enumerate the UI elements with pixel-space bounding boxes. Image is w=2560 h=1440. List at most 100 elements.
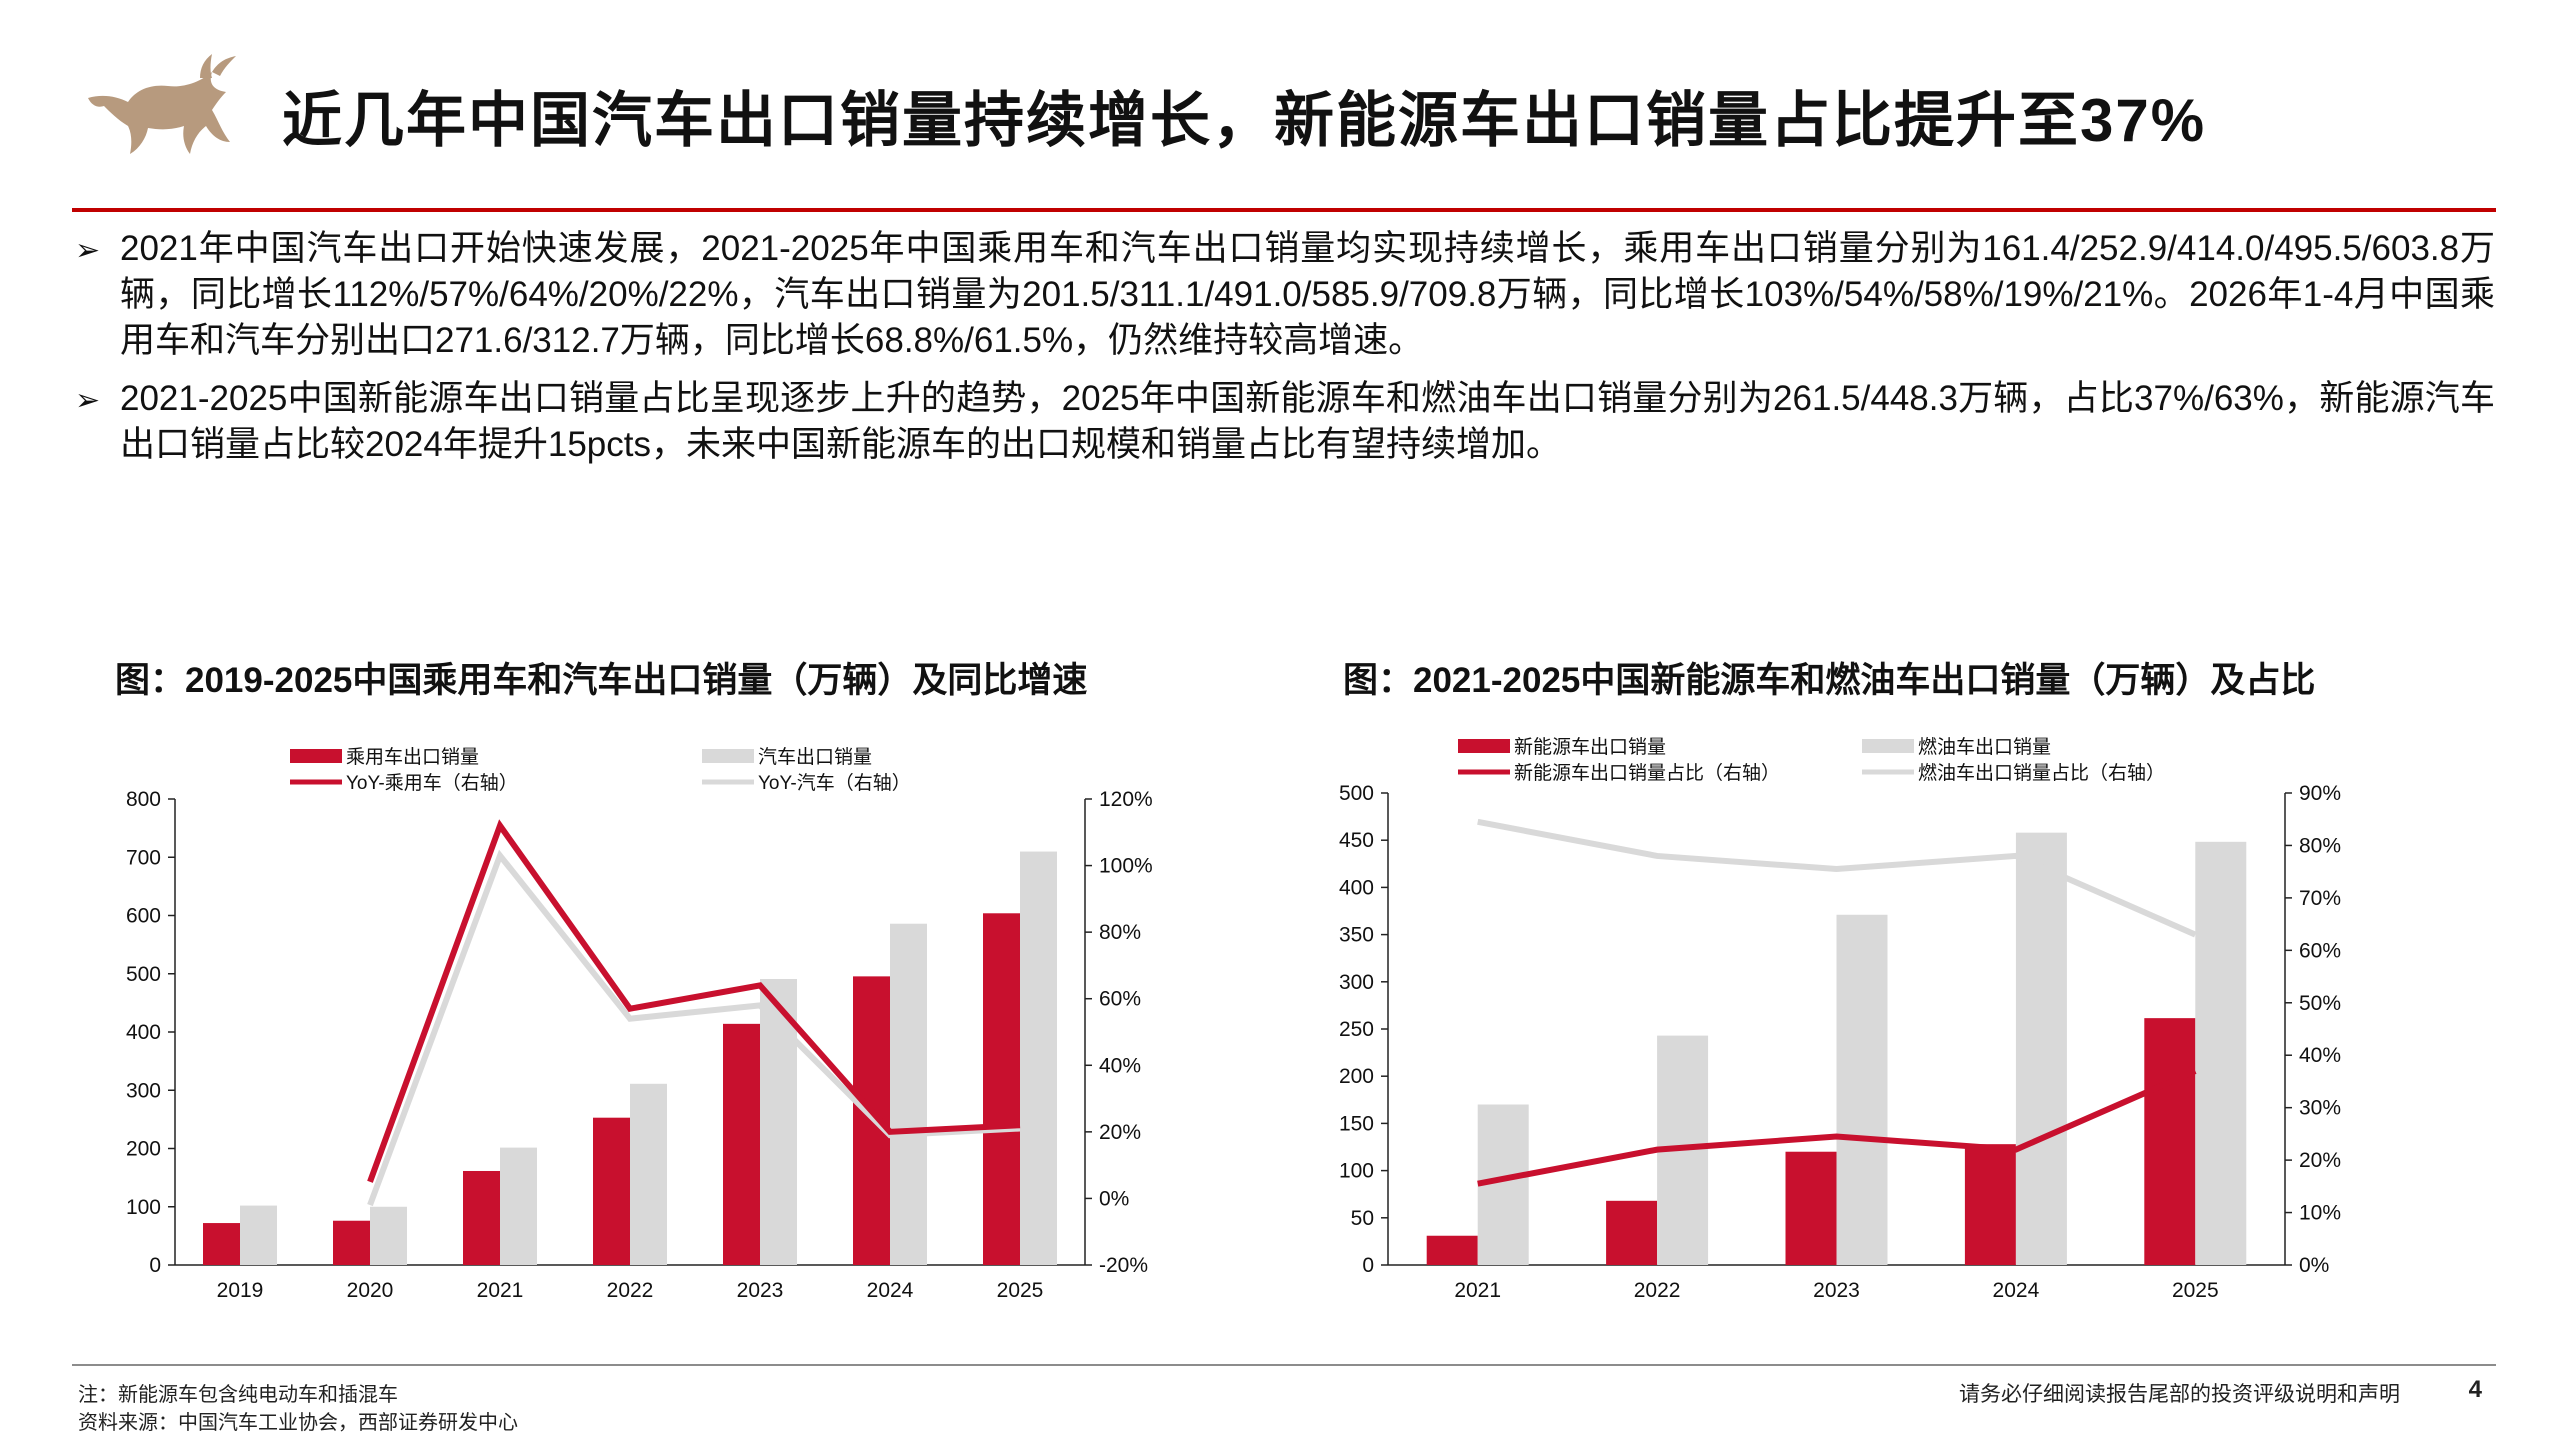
y-tick-label: 100 (126, 1196, 161, 1219)
x-tick-label: 2019 (217, 1279, 264, 1302)
bullet-text: 2021年中国汽车出口开始快速发展，2021-2025年中国乘用车和汽车出口销量… (120, 229, 2495, 360)
y-tick-label: 0 (149, 1254, 161, 1277)
legend-swatch (1862, 739, 1914, 753)
y-tick-label: 450 (1339, 829, 1374, 852)
y-tick-label: 150 (1339, 1112, 1374, 1135)
bar (333, 1220, 370, 1265)
x-tick-label: 2023 (1813, 1279, 1860, 1302)
y-tick-label: 50 (1351, 1207, 1374, 1230)
bar (2015, 832, 2067, 1265)
y2-tick-label: 10% (2299, 1202, 2341, 1225)
bar (370, 1206, 407, 1265)
page-number: 4 (2468, 1376, 2482, 1403)
chart-title: 图：2019-2025中国乘用车和汽车出口销量（万辆）及同比增速 (115, 661, 1088, 700)
legend-swatch (702, 749, 754, 763)
y2-tick-label: 70% (2299, 887, 2341, 910)
x-tick-label: 2020 (347, 1279, 394, 1302)
page-title: 近几年中国汽车出口销量持续增长，新能源车出口销量占比提升至37% (282, 87, 2207, 154)
x-tick-label: 2024 (867, 1279, 914, 1302)
bar (1020, 851, 1057, 1265)
y-tick-label: 200 (1339, 1065, 1374, 1088)
y2-tick-label: 50% (2299, 992, 2341, 1015)
legend-swatch (1458, 739, 1510, 753)
nev-share-chart: 0 50 100 150 200 250 300 350 400 450 500 0% 10% 20% 30… (1339, 736, 2341, 1302)
y2-tick-label: 120% (1099, 788, 1153, 811)
y2-tick-label: 40% (2299, 1044, 2341, 1067)
title-divider (72, 208, 2496, 212)
y-tick-label: 600 (126, 905, 161, 928)
x-tick-label: 2021 (1454, 1279, 1501, 1302)
legend-label: 新能源车出口销量占比（右轴） (1514, 762, 1780, 784)
bar (463, 1170, 500, 1265)
series-line (1477, 1068, 2197, 1187)
source-note: 资料来源：中国汽车工业协会，西部证券研发中心 (78, 1412, 518, 1434)
x-tick-label: 2021 (477, 1279, 524, 1302)
bar (1836, 914, 1888, 1265)
bar (1606, 1200, 1658, 1265)
legend-label: 汽车出口销量 (758, 746, 872, 768)
footnote: 注：新能源车包含纯电动车和插混车 (78, 1384, 398, 1406)
legend-label: 燃油车出口销量 (1918, 736, 2051, 758)
bull-logo (88, 54, 236, 154)
y-tick-label: 700 (126, 846, 161, 869)
y-tick-label: 800 (126, 788, 161, 811)
y2-tick-label: 100% (1099, 855, 1153, 878)
y-tick-label: 500 (126, 963, 161, 986)
bullet-item: ➢ 2021-2025中国新能源车出口销量占比呈现逐步上升的趋势，2025年中国… (75, 376, 2495, 468)
bar (2195, 841, 2247, 1265)
y2-tick-label: -20% (1099, 1254, 1148, 1277)
bar (1964, 1144, 2016, 1265)
y-tick-label: 250 (1339, 1018, 1374, 1041)
bar (203, 1223, 240, 1265)
legend-label: 燃油车出口销量占比（右轴） (1918, 762, 2165, 784)
y-tick-label: 200 (126, 1138, 161, 1161)
y2-tick-label: 90% (2299, 782, 2341, 805)
legend-label: 乘用车出口销量 (346, 746, 479, 768)
legend-swatch (290, 749, 342, 763)
y2-tick-label: 40% (1099, 1054, 1141, 1077)
disclaimer: 请务必仔细阅读报告尾部的投资评级说明和声明 (1959, 1383, 2400, 1406)
bar (2144, 1018, 2196, 1265)
bar (1785, 1151, 1837, 1265)
y-tick-label: 350 (1339, 924, 1374, 947)
export-sales-chart: 0 100 200 300 400 500 600 700 800 -20% 0% 20% 40% 60%… (126, 746, 1153, 1302)
series-line (367, 819, 1021, 1183)
legend-label: YoY-乘用车（右轴） (346, 772, 518, 794)
bullet-text: 2021-2025中国新能源车出口销量占比呈现逐步上升的趋势，2025年中国新能… (120, 379, 2495, 464)
x-tick-label: 2023 (737, 1279, 784, 1302)
bullet-list: ➢ 2021年中国汽车出口开始快速发展，2021-2025年中国乘用车和汽车出口… (75, 226, 2495, 480)
x-tick-label: 2022 (1634, 1279, 1681, 1302)
x-tick-label: 2024 (1993, 1279, 2040, 1302)
footer-divider (72, 1364, 2496, 1366)
y2-tick-label: 0% (2299, 1254, 2329, 1277)
y-tick-label: 500 (1339, 782, 1374, 805)
y-tick-label: 400 (1339, 876, 1374, 899)
y2-tick-label: 60% (2299, 939, 2341, 962)
bullet-item: ➢ 2021年中国汽车出口开始快速发展，2021-2025年中国乘用车和汽车出口… (75, 226, 2495, 364)
bar (500, 1147, 537, 1265)
bar (890, 923, 927, 1265)
y2-tick-label: 80% (2299, 834, 2341, 857)
y2-tick-label: 60% (1099, 988, 1141, 1011)
bar (593, 1117, 630, 1265)
bar (630, 1083, 667, 1265)
y2-tick-label: 20% (2299, 1149, 2341, 1172)
arrow-bullet-icon: ➢ (75, 384, 101, 417)
bar (240, 1205, 277, 1265)
series-line (367, 849, 1021, 1207)
x-tick-label: 2022 (607, 1279, 654, 1302)
y2-tick-label: 80% (1099, 921, 1141, 944)
arrow-bullet-icon: ➢ (75, 234, 101, 267)
bar (723, 1023, 760, 1265)
x-tick-label: 2025 (2172, 1279, 2219, 1302)
bar (983, 913, 1020, 1265)
y-tick-label: 100 (1339, 1160, 1374, 1183)
bar (1426, 1235, 1478, 1265)
series-line (1477, 818, 2197, 938)
chart-title: 图：2021-2025中国新能源车和燃油车出口销量（万辆）及占比 (1343, 661, 2316, 700)
legend-label: YoY-汽车（右轴） (758, 772, 911, 794)
y-tick-label: 400 (126, 1021, 161, 1044)
y-tick-label: 300 (126, 1079, 161, 1102)
y2-tick-label: 20% (1099, 1121, 1141, 1144)
y-tick-label: 300 (1339, 971, 1374, 994)
